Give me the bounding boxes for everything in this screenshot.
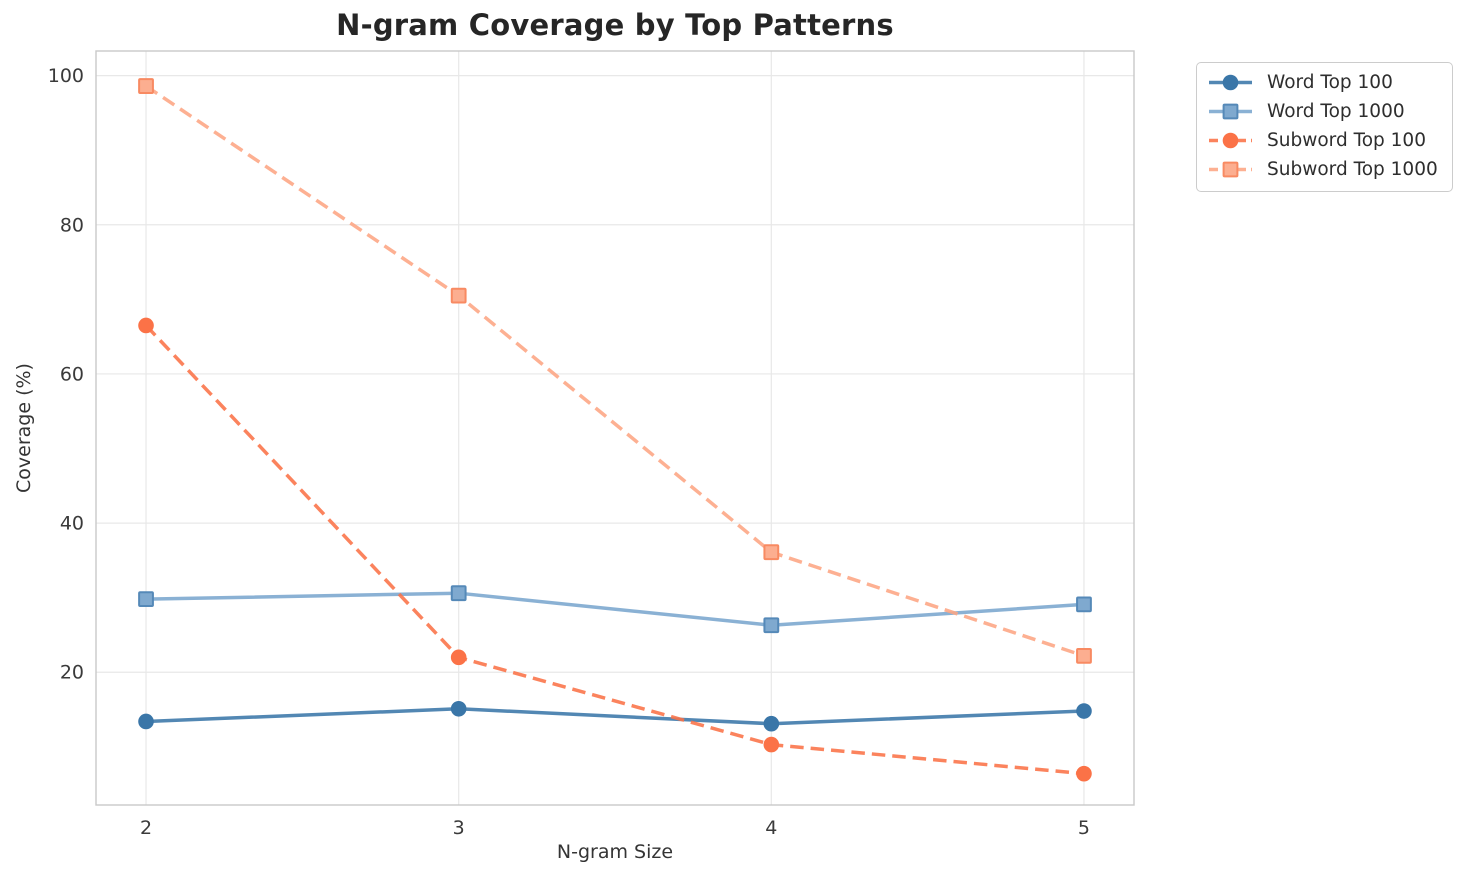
marker-subword-top-1000-x5 bbox=[1076, 647, 1092, 664]
marker-subword-top-100-x4 bbox=[763, 736, 780, 753]
x-tick-label-2: 2 bbox=[140, 817, 152, 839]
legend-item-word-top-1000: Word Top 1000 bbox=[1207, 97, 1438, 126]
legend-label: Word Top 1000 bbox=[1267, 101, 1405, 122]
marker-subword-top-1000-x3 bbox=[450, 287, 467, 304]
y-tick-label-20: 20 bbox=[60, 662, 84, 684]
legend-item-word-top-100: Word Top 100 bbox=[1207, 68, 1438, 97]
series-line-word-top-100 bbox=[145, 707, 1085, 726]
x-tick-label-3: 3 bbox=[453, 817, 465, 839]
x-tick-label-5: 5 bbox=[1078, 817, 1090, 839]
x-tick-label-4: 4 bbox=[765, 817, 777, 839]
marker-word-top-1000-x2 bbox=[138, 591, 154, 608]
legend-swatch-subword-top-100-icon bbox=[1209, 132, 1252, 149]
legend-swatch-word-top-100-icon bbox=[1209, 74, 1252, 91]
chart-title: N-gram Coverage by Top Patterns bbox=[336, 8, 894, 42]
y-tick-label-60: 60 bbox=[60, 363, 84, 385]
marker-word-top-100-x5 bbox=[1076, 703, 1092, 719]
marker-subword-top-1000-x4 bbox=[763, 544, 780, 561]
y-axis-label: Coverage (%) bbox=[13, 363, 35, 493]
marker-word-top-100-x3 bbox=[450, 700, 467, 717]
marker-subword-top-1000-x2 bbox=[138, 78, 154, 94]
y-tick-label-100: 100 bbox=[48, 65, 84, 87]
legend-item-subword-top-1000: Subword Top 1000 bbox=[1207, 155, 1438, 184]
marker-word-top-1000-x5 bbox=[1076, 596, 1092, 613]
legend-label: Subword Top 100 bbox=[1267, 130, 1426, 151]
legend: Word Top 100 Word Top 1000 Subword Top 100… bbox=[1196, 62, 1453, 192]
y-tick-label-80: 80 bbox=[60, 214, 84, 236]
marker-word-top-1000-x4 bbox=[763, 617, 780, 634]
marker-subword-top-100-x3 bbox=[450, 649, 467, 666]
legend-item-subword-top-100: Subword Top 100 bbox=[1207, 126, 1438, 155]
series-line-subword-top-1000 bbox=[145, 84, 1085, 658]
legend-label: Subword Top 1000 bbox=[1267, 159, 1438, 180]
x-axis-label: N-gram Size bbox=[556, 841, 674, 863]
y-tick-label-40: 40 bbox=[60, 513, 84, 535]
legend-label: Word Top 100 bbox=[1267, 72, 1393, 93]
series-line-word-top-1000 bbox=[145, 591, 1085, 628]
legend-swatch-word-top-1000-icon bbox=[1209, 103, 1252, 120]
marker-word-top-100-x2 bbox=[138, 713, 154, 730]
marker-subword-top-100-x2 bbox=[138, 317, 154, 334]
series-line-subword-top-100 bbox=[144, 324, 1085, 776]
legend-swatch-subword-top-1000-icon bbox=[1209, 161, 1252, 178]
marker-word-top-100-x4 bbox=[763, 715, 780, 732]
plot-border bbox=[95, 50, 1135, 806]
marker-word-top-1000-x3 bbox=[450, 585, 467, 602]
marker-subword-top-100-x5 bbox=[1076, 765, 1092, 782]
